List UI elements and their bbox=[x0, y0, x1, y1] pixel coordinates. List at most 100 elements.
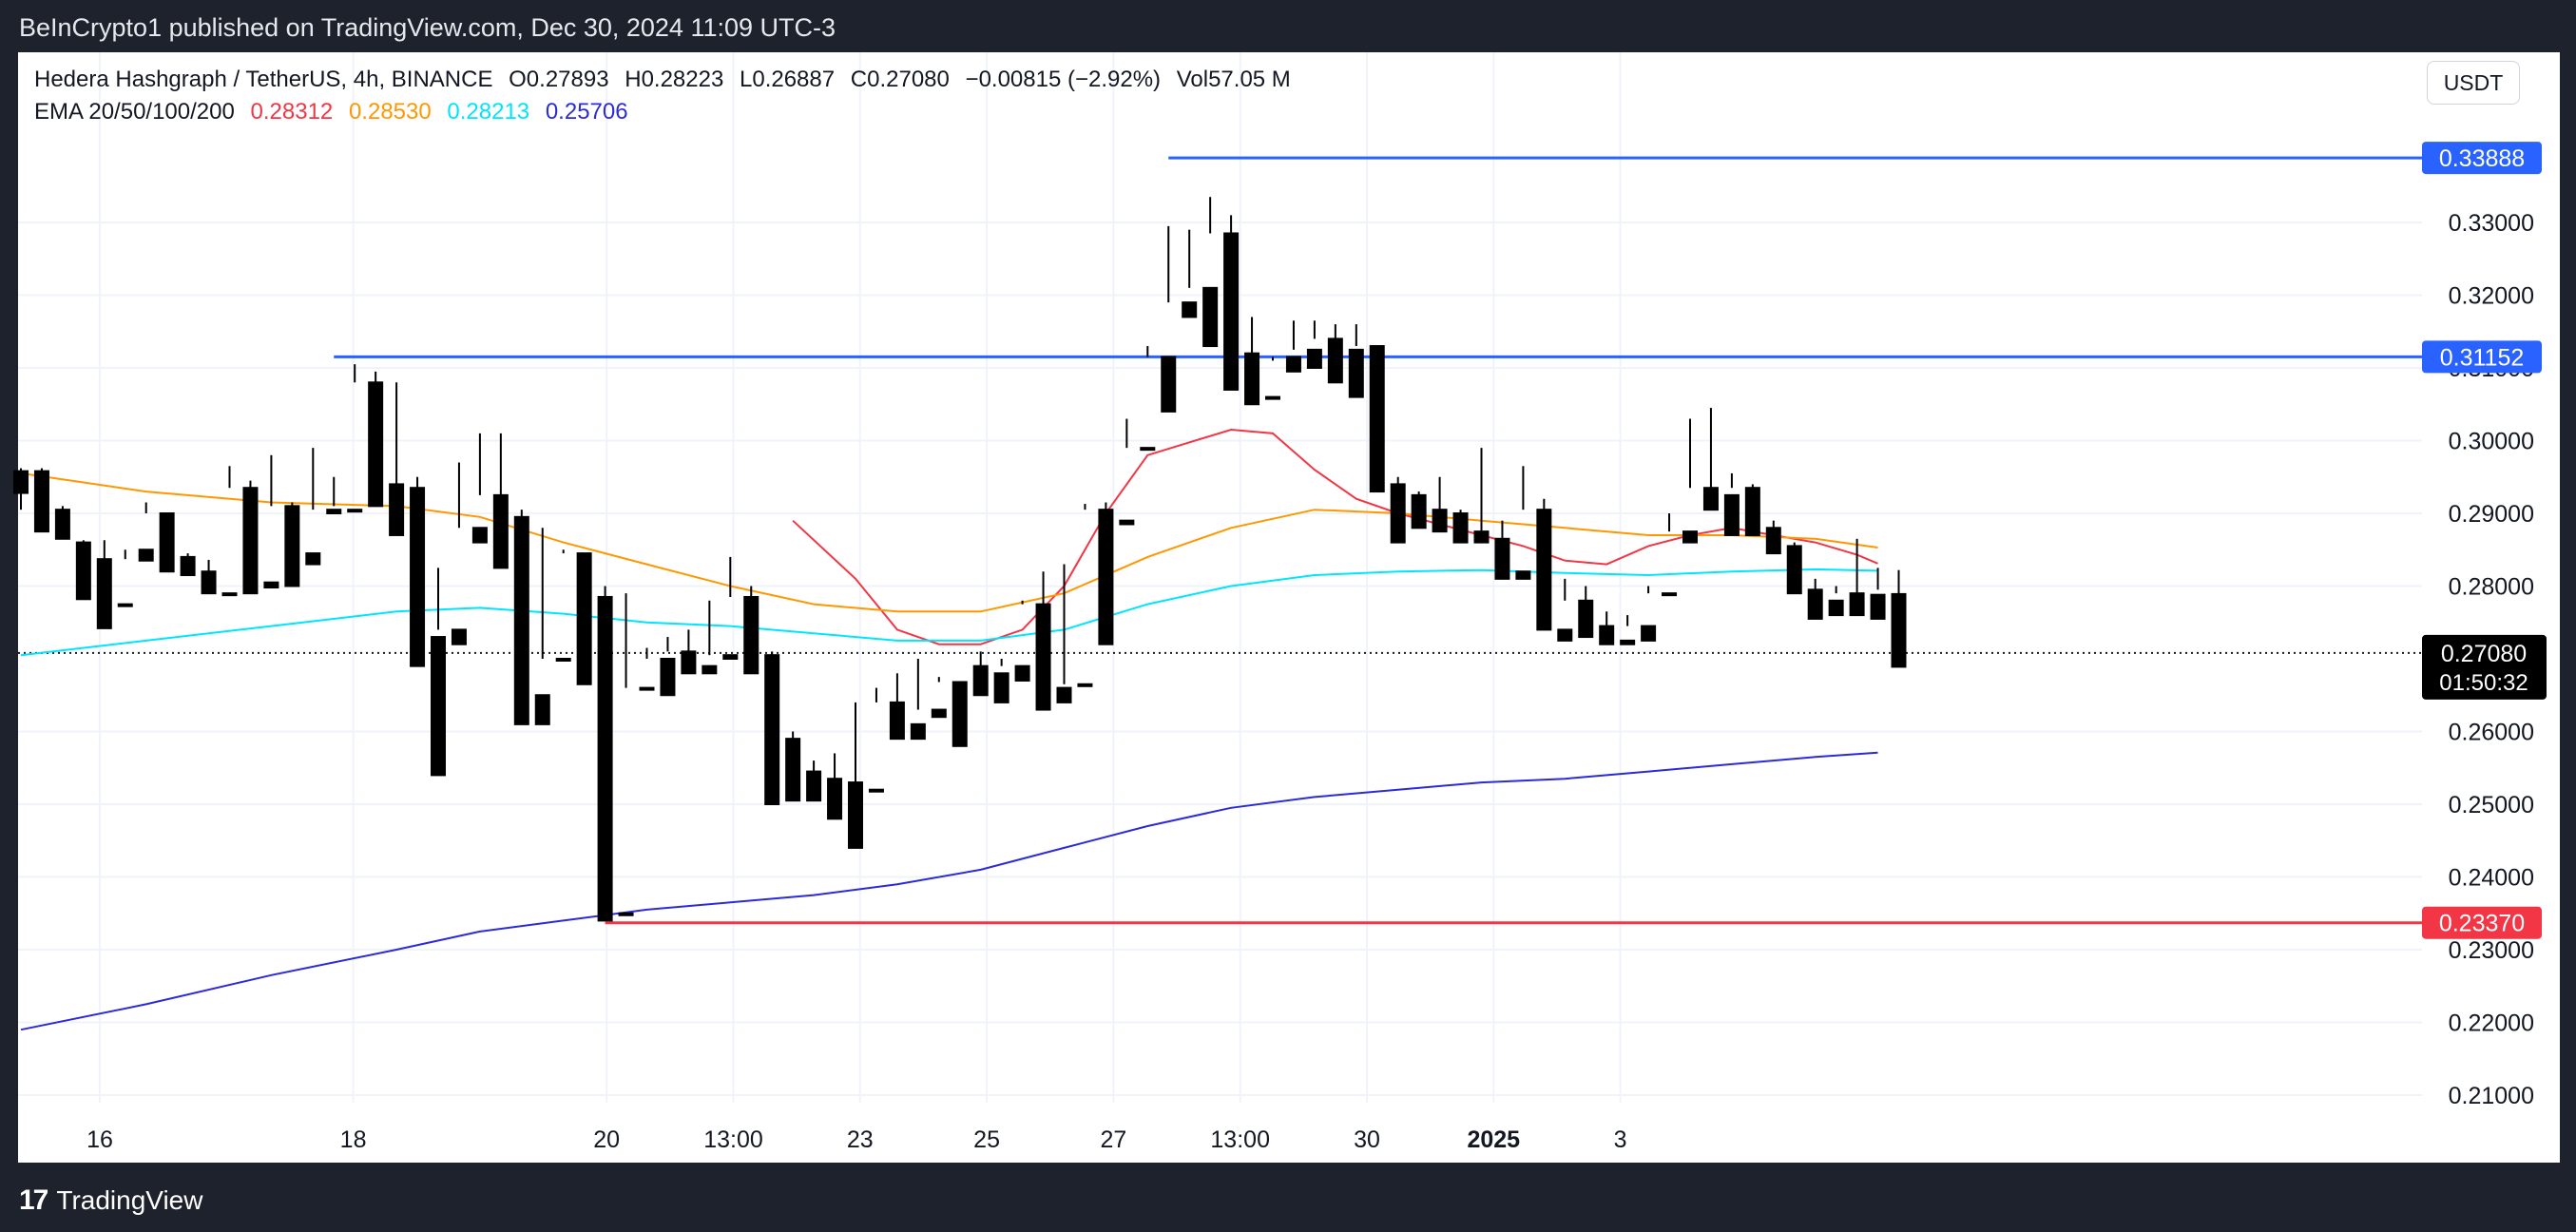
candle-down bbox=[1515, 570, 1531, 580]
candle-down bbox=[75, 541, 91, 601]
horizontal-levels bbox=[18, 156, 2422, 925]
x-tick-label: 25 bbox=[973, 1126, 1000, 1153]
candle-down bbox=[1786, 545, 1802, 595]
candle-down bbox=[1432, 509, 1448, 533]
candle-down bbox=[1452, 512, 1469, 544]
ema100-value: 0.28213 bbox=[447, 99, 530, 125]
x-tick-label: 13:00 bbox=[1210, 1126, 1270, 1153]
time-axis: 16 18 20 13:00 23 25 27 13:00 30 2025 3 bbox=[87, 1126, 1626, 1153]
brand-name: TradingView bbox=[56, 1185, 203, 1215]
candle-down bbox=[1056, 686, 1072, 703]
candle-down bbox=[13, 470, 29, 494]
ema20-value: 0.28312 bbox=[250, 99, 334, 125]
current-price-label: 0.27080 bbox=[2441, 641, 2527, 667]
y-tick-label: 0.32000 bbox=[2449, 283, 2534, 310]
currency-button[interactable]: USDT bbox=[2427, 61, 2520, 105]
candle-down bbox=[471, 527, 488, 544]
high-value: H0.28223 bbox=[625, 67, 724, 92]
candle-down bbox=[848, 781, 863, 849]
resistance-mid-label-box bbox=[2422, 340, 2542, 374]
candle-down bbox=[1870, 593, 1886, 620]
candle-down bbox=[576, 552, 592, 685]
candle-down bbox=[993, 672, 1009, 703]
candle-down bbox=[451, 628, 467, 645]
ema-line-ema200 bbox=[20, 751, 1878, 1031]
x-tick-label: 20 bbox=[593, 1126, 620, 1153]
candle-down bbox=[1557, 628, 1573, 642]
candle-down bbox=[1014, 664, 1030, 682]
candle-down bbox=[1390, 483, 1406, 544]
candle-down bbox=[1494, 537, 1510, 580]
candle-down bbox=[1641, 625, 1657, 642]
candle-down bbox=[1182, 301, 1198, 318]
open-value: O0.27893 bbox=[509, 67, 609, 92]
candle-down bbox=[1578, 599, 1594, 639]
current-price-label-box bbox=[2422, 634, 2547, 700]
candle-down bbox=[201, 570, 217, 595]
volume-value: Vol57.05 M bbox=[1176, 67, 1291, 92]
candle-down bbox=[743, 595, 759, 675]
y-tick-label: 0.21000 bbox=[2449, 1083, 2534, 1109]
candle-up bbox=[555, 658, 571, 662]
candle-down bbox=[534, 694, 550, 725]
candle-up bbox=[639, 686, 655, 691]
resistance-high-label: 0.33888 bbox=[2439, 145, 2525, 172]
candle-down bbox=[910, 722, 926, 741]
resistance-high-label-box bbox=[2422, 142, 2542, 175]
candle-down bbox=[1849, 592, 1865, 617]
price-labels: 0.33888 0.31152 0.23370 0.27080 01:50:32 bbox=[2422, 142, 2547, 939]
low-value: L0.26887 bbox=[740, 67, 836, 92]
candle-up bbox=[347, 509, 363, 513]
candle-down bbox=[1536, 509, 1552, 631]
candle-down bbox=[722, 654, 739, 660]
x-tick-label: 30 bbox=[1354, 1126, 1380, 1153]
y-tick-label: 0.33000 bbox=[2449, 210, 2534, 237]
candle-down bbox=[1285, 356, 1301, 373]
candle-down bbox=[1223, 232, 1240, 391]
tradingview-brand[interactable]: 17 TradingView bbox=[19, 1184, 202, 1217]
candle-down bbox=[1891, 592, 1907, 668]
chart-panel[interactable] bbox=[18, 52, 2560, 1163]
candle-down bbox=[326, 509, 342, 514]
candle-down bbox=[785, 738, 801, 802]
close-value: C0.27080 bbox=[850, 67, 950, 92]
candle-down bbox=[1202, 286, 1219, 348]
ema-legend: EMA 20/50/100/200 0.28312 0.28530 0.2821… bbox=[34, 99, 638, 125]
candle-down bbox=[96, 558, 112, 629]
candle-down bbox=[410, 487, 426, 667]
x-tick-label: 27 bbox=[1100, 1126, 1126, 1153]
candle-down bbox=[681, 650, 697, 675]
candle-down bbox=[1807, 588, 1823, 620]
top-bar: BeInCrypto1 published on TradingView.com… bbox=[0, 0, 2576, 53]
candle-down bbox=[1161, 356, 1177, 413]
x-tick-label: 2025 bbox=[1467, 1126, 1520, 1153]
candle-down bbox=[1035, 603, 1051, 711]
candle-down bbox=[1306, 348, 1322, 369]
candle-down bbox=[1744, 487, 1760, 536]
candle-down bbox=[242, 487, 259, 595]
candle-down bbox=[764, 654, 780, 805]
candle-down bbox=[1098, 509, 1114, 645]
candle-down bbox=[1702, 487, 1719, 511]
candle-down bbox=[1620, 639, 1636, 645]
x-tick-label: 18 bbox=[340, 1126, 367, 1153]
ema50-value: 0.28530 bbox=[348, 99, 432, 125]
candle-down bbox=[54, 509, 70, 540]
candle-down bbox=[431, 636, 446, 777]
candle-down bbox=[1327, 337, 1343, 384]
candle-down bbox=[33, 470, 49, 533]
candle-down bbox=[1765, 527, 1781, 555]
candle-down bbox=[806, 770, 822, 802]
candle-down bbox=[1682, 530, 1698, 544]
candle-down bbox=[513, 515, 529, 725]
candle-down bbox=[1723, 493, 1740, 536]
resistance-mid-label: 0.31152 bbox=[2440, 344, 2525, 371]
candles bbox=[13, 197, 1907, 922]
candle-down bbox=[1369, 345, 1385, 493]
y-tick-label: 0.28000 bbox=[2449, 574, 2534, 601]
candle-down bbox=[138, 549, 154, 562]
candle-up bbox=[1662, 592, 1678, 597]
candle-down bbox=[1348, 348, 1364, 398]
support-label-box bbox=[2422, 906, 2542, 939]
